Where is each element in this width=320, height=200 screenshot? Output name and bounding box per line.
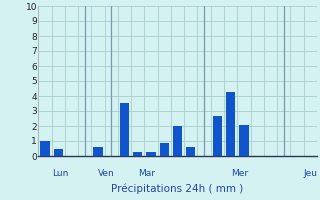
Bar <box>40 141 50 156</box>
Text: Mar: Mar <box>138 168 155 178</box>
Bar <box>173 126 182 156</box>
Text: Mer: Mer <box>231 168 248 178</box>
Text: Jeu: Jeu <box>304 168 317 178</box>
Bar <box>147 152 156 156</box>
Bar <box>186 147 196 156</box>
Text: Lun: Lun <box>52 168 68 178</box>
Bar <box>120 103 129 156</box>
Bar <box>160 142 169 156</box>
Bar <box>226 92 235 156</box>
Bar <box>93 147 103 156</box>
Bar <box>239 124 249 156</box>
Bar <box>213 116 222 156</box>
Text: Précipitations 24h ( mm ): Précipitations 24h ( mm ) <box>111 183 244 194</box>
Bar <box>54 148 63 156</box>
Bar <box>133 152 142 156</box>
Text: Ven: Ven <box>98 168 115 178</box>
